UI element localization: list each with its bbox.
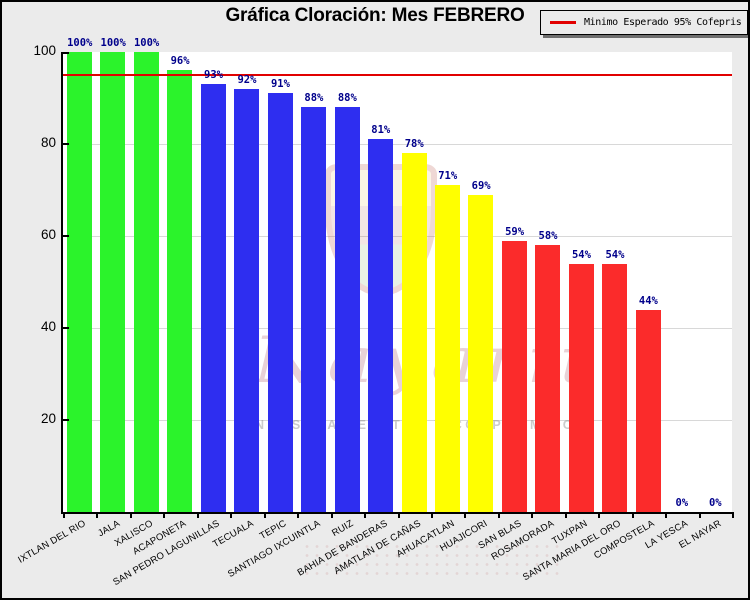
x-axis-tick <box>564 512 567 518</box>
bar <box>200 84 226 512</box>
gridline <box>63 420 732 421</box>
y-axis-label: 80 <box>40 135 56 150</box>
y-axis-tick <box>63 143 69 145</box>
bar <box>334 107 360 512</box>
x-axis-tick <box>163 512 166 518</box>
bar-value-label: 100% <box>67 37 93 49</box>
bar-value-label: 96% <box>170 55 190 68</box>
x-axis-tick <box>598 512 601 518</box>
x-axis-label: IXTLAN DEL RIO <box>16 518 89 566</box>
bar-value-label: 54% <box>605 248 625 261</box>
x-axis-tick <box>297 512 300 518</box>
x-axis-tick <box>263 512 266 518</box>
bar-value-label: 93% <box>204 69 223 82</box>
bar <box>401 153 427 512</box>
gridline <box>63 328 732 329</box>
chart-title: Gráfica Cloración: Mes FEBRERO <box>225 5 525 26</box>
bar-value-label: 54% <box>571 248 591 261</box>
y-axis-tick <box>63 235 69 237</box>
bar-value-label: 0% <box>708 497 722 509</box>
bar <box>635 309 661 512</box>
x-axis-tick <box>665 512 668 518</box>
bar <box>133 52 159 512</box>
x-axis-tick <box>230 512 233 518</box>
bar-value-label: 69% <box>471 179 491 192</box>
y-axis-tick <box>63 52 69 54</box>
x-axis-tick <box>63 512 65 518</box>
bar-value-label: 91% <box>270 78 290 91</box>
legend: Minimo Esperado 95% Cofepris <box>540 10 748 35</box>
x-axis-tick <box>732 512 734 518</box>
x-axis-tick <box>698 512 701 518</box>
bar <box>434 185 460 512</box>
x-axis-tick <box>497 512 500 518</box>
gridline <box>63 236 732 237</box>
bar <box>535 245 561 512</box>
bar <box>501 240 527 512</box>
bar-value-label: 59% <box>505 225 525 238</box>
y-axis-tick <box>63 327 69 329</box>
x-axis-tick <box>96 512 99 518</box>
x-axis-tick <box>464 512 467 518</box>
bar-value-label: 0% <box>675 497 689 509</box>
y-axis-label: 40 <box>40 319 56 334</box>
bar <box>67 52 92 512</box>
bar-value-label: 78% <box>404 138 424 151</box>
x-axis-tick <box>531 512 534 518</box>
x-axis-tick <box>631 512 634 518</box>
y-axis-tick <box>63 419 69 421</box>
bar-value-label: 100% <box>100 37 126 49</box>
watermark: Nayarit NUESTRA LEALTAD Y COMPROMISO <box>63 52 732 512</box>
bar <box>100 52 126 512</box>
bar-value-label: 88% <box>337 92 357 105</box>
bar-value-label: 100% <box>133 37 160 49</box>
x-axis-tick <box>430 512 433 518</box>
legend-label: Minimo Esperado 95% Cofepris <box>584 17 742 28</box>
x-axis-tick <box>364 512 367 518</box>
bar-value-label: 58% <box>538 230 558 243</box>
bar <box>568 263 594 512</box>
y-axis-label: 20 <box>40 411 56 426</box>
x-axis-tick <box>129 512 132 518</box>
bar <box>301 107 327 512</box>
bar <box>602 263 628 512</box>
y-axis-label: 60 <box>40 227 56 242</box>
x-axis-tick <box>330 512 333 518</box>
legend-threshold-line-swatch <box>550 21 576 24</box>
gridline <box>63 144 732 145</box>
bar <box>468 194 494 512</box>
bar <box>267 93 293 512</box>
x-axis-tick <box>196 512 199 518</box>
plot-area: Nayarit NUESTRA LEALTAD Y COMPROMISO 100… <box>61 37 732 514</box>
bar-value-label: 88% <box>304 92 324 105</box>
watermark-hex-pattern <box>302 542 562 578</box>
y-axis-label: 100 <box>33 43 56 58</box>
bar <box>368 139 394 512</box>
bar <box>234 88 260 512</box>
bar-value-label: 44% <box>638 294 658 307</box>
bar-value-label: 71% <box>438 170 458 183</box>
bar-value-label: 81% <box>371 124 391 137</box>
threshold-line <box>63 74 732 76</box>
bar-value-label: 92% <box>237 73 257 86</box>
bar <box>167 70 193 512</box>
x-axis-tick <box>397 512 400 518</box>
